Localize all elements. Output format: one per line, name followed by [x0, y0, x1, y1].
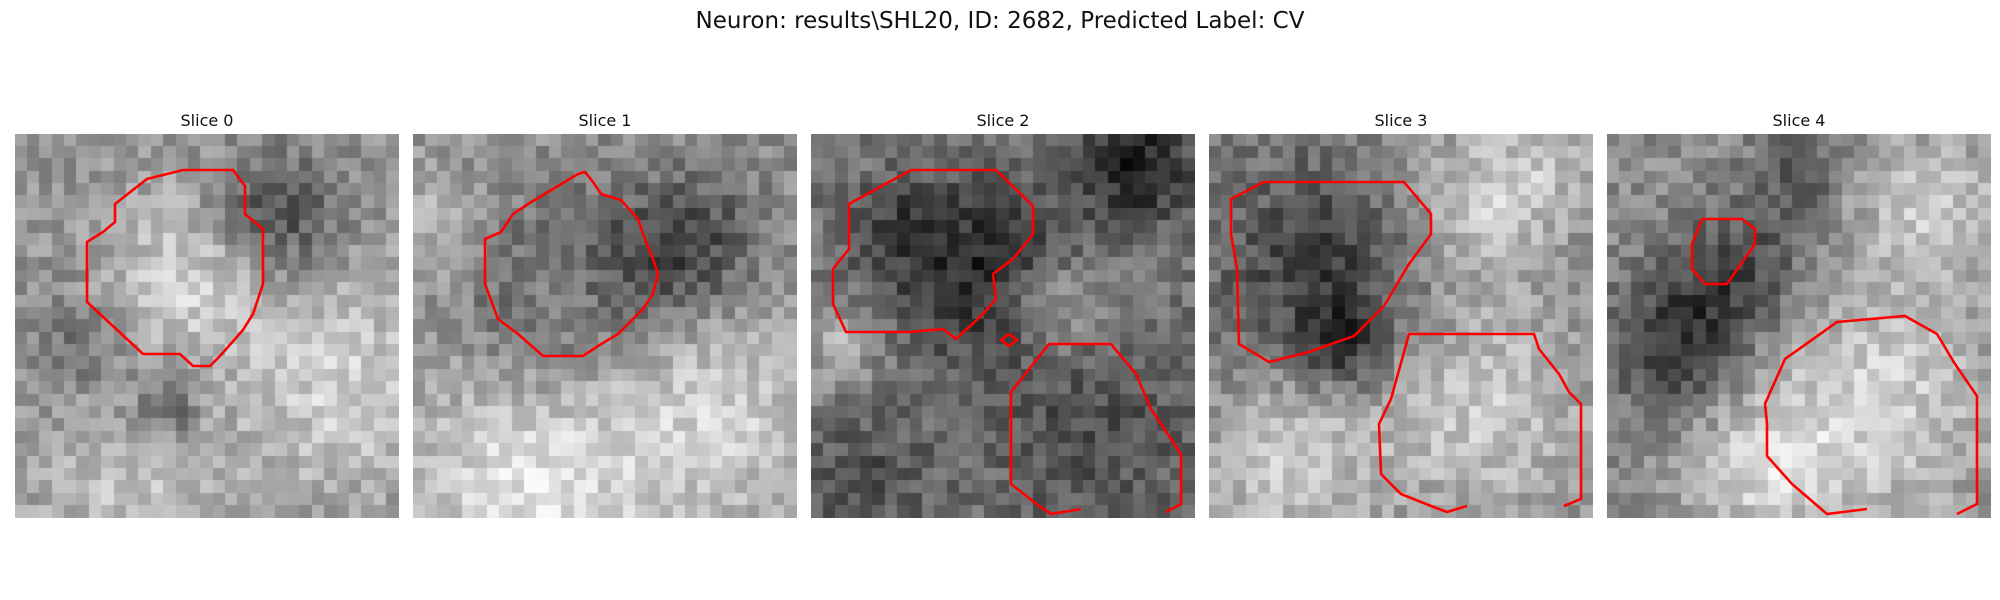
figure-title: Neuron: results\SHL20, ID: 2682, Predict…: [695, 8, 1305, 34]
slice-title-1: Slice 1: [578, 111, 632, 130]
segmentation-contour: [998, 332, 1020, 348]
slice-title-3: Slice 3: [1374, 111, 1428, 130]
slice-panel-4: Slice 4: [1607, 109, 1991, 518]
slice-title-0: Slice 0: [180, 111, 234, 130]
segmentation-contour: [1229, 180, 1433, 364]
slice-image-4: [1607, 134, 1991, 518]
segmentation-contour: [1690, 217, 1757, 286]
slice-image-0: [15, 134, 399, 518]
segmentation-contour: [1377, 332, 1583, 514]
segmentation-contour: [483, 170, 660, 358]
slice-panel-3: Slice 3: [1209, 109, 1593, 518]
slice-panel-2: Slice 2: [811, 109, 1195, 518]
segmentation-contour: [831, 168, 1035, 341]
segmentation-contour: [85, 168, 265, 368]
slice-panel-0: Slice 0: [15, 109, 399, 518]
segmentation-contour: [1763, 314, 1979, 516]
slice-title-4: Slice 4: [1772, 111, 1826, 130]
grayscale-micrograph: [15, 134, 399, 518]
slice-image-2: [811, 134, 1195, 518]
slice-image-1: [413, 134, 797, 518]
contour-overlay: [1229, 180, 1583, 514]
slice-image-3: [1209, 134, 1593, 518]
contour-overlay: [85, 168, 265, 368]
slice-title-2: Slice 2: [976, 111, 1030, 130]
grayscale-micrograph: [1209, 134, 1593, 518]
contour-overlay: [831, 168, 1183, 516]
contour-overlay: [483, 170, 660, 358]
segmentation-contour: [1009, 342, 1183, 516]
grayscale-micrograph: [811, 134, 1195, 518]
slice-panel-1: Slice 1: [413, 109, 797, 518]
contour-overlay: [1690, 217, 1979, 516]
grayscale-micrograph: [1607, 134, 1991, 518]
grayscale-micrograph: [413, 134, 797, 518]
